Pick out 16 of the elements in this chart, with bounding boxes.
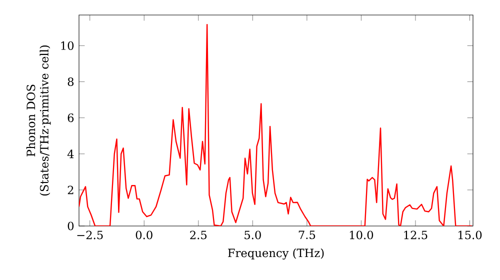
- x-tick-label: 2.5: [190, 230, 207, 240]
- x-tick-label: 15.0: [458, 230, 482, 240]
- x-tick-label: 12.5: [404, 230, 428, 240]
- x-tick-label: 7.5: [298, 230, 316, 240]
- x-tick-label: 5.0: [244, 230, 261, 240]
- y-tick-label: 8: [68, 77, 74, 86]
- x-tick-label: 0.0: [136, 230, 152, 240]
- y-axis-title: Phonon DOS (States/THz·primitive cell): [26, 45, 51, 196]
- y-tick-label: 10: [61, 41, 74, 50]
- y-tick-label: 2: [68, 186, 74, 194]
- x-axis-title: Frequency (THz): [228, 248, 324, 260]
- y-tick-label: 0: [68, 222, 74, 230]
- y-tick-label: 6: [68, 114, 74, 122]
- y-tick-label: 4: [67, 150, 74, 158]
- x-tick-label: −2.5: [77, 230, 103, 240]
- x-tick-label: 10.0: [350, 230, 374, 240]
